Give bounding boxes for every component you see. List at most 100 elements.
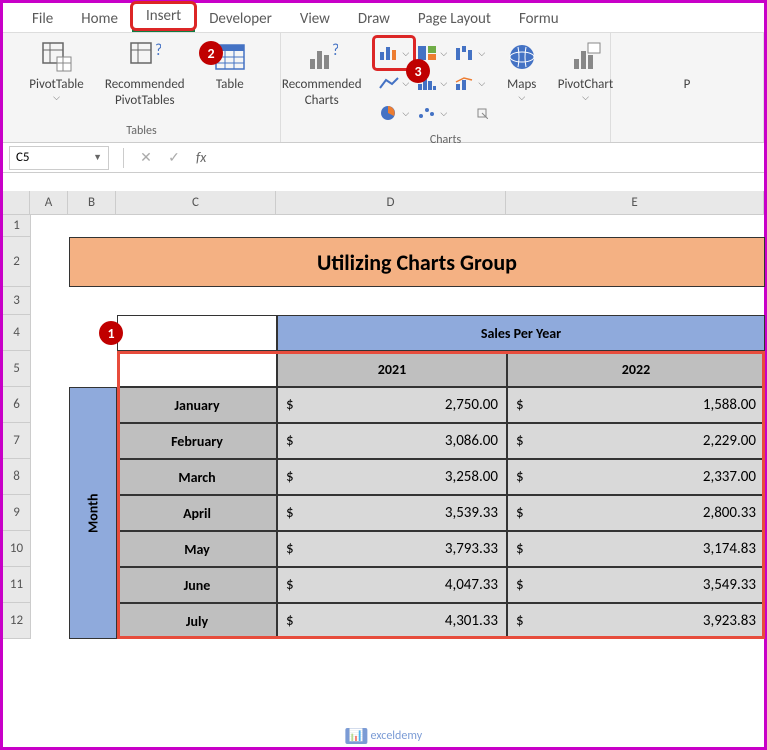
row-header-6[interactable]: 6 bbox=[3, 387, 31, 423]
month-label-april: April bbox=[117, 495, 277, 531]
data-cell-may-2021[interactable]: $3,793.33 bbox=[277, 531, 507, 567]
truncated-button[interactable]: P bbox=[657, 35, 717, 140]
data-cell-january-2022[interactable]: $1,588.00 bbox=[507, 387, 765, 423]
data-cell-june-2022[interactable]: $3,549.33 bbox=[507, 567, 765, 603]
row-header-1[interactable]: 1 bbox=[3, 215, 31, 237]
month-label-may: May bbox=[117, 531, 277, 567]
ribbon: PivotTable ⌵ ? Recommended PivotTables T… bbox=[3, 33, 764, 143]
month-label-january: January bbox=[117, 387, 277, 423]
combo-icon bbox=[454, 74, 476, 92]
select-all-corner[interactable] bbox=[3, 191, 30, 215]
maps-button[interactable]: Maps ⌵ bbox=[492, 35, 552, 131]
data-cell-march-2022[interactable]: $2,337.00 bbox=[507, 459, 765, 495]
col-header-D[interactable]: D bbox=[276, 191, 506, 215]
col-header-C[interactable]: C bbox=[116, 191, 276, 215]
tables-group-label: Tables bbox=[7, 122, 276, 140]
dialog-launcher-icon bbox=[476, 107, 488, 119]
name-box[interactable]: C5 ▼ bbox=[9, 146, 109, 170]
pie-chart-button[interactable]: ⌵ bbox=[376, 99, 412, 127]
tab-insert[interactable]: Insert bbox=[132, 3, 195, 32]
row-header-9[interactable]: 9 bbox=[3, 495, 31, 531]
row-header-3[interactable]: 3 bbox=[3, 287, 31, 315]
recommended-pivot-icon: ? bbox=[129, 41, 161, 73]
combo-chart-button[interactable]: ⌵ bbox=[452, 69, 488, 97]
line-chart-icon bbox=[378, 74, 400, 92]
pie-icon bbox=[378, 104, 400, 122]
row-header-10[interactable]: 10 bbox=[3, 531, 31, 567]
ribbon-group-truncated: P bbox=[611, 33, 764, 142]
enter-formula-button[interactable]: ✓ bbox=[160, 145, 188, 171]
pivot-table-button[interactable]: PivotTable ⌵ bbox=[23, 35, 90, 122]
sales-per-year-header: Sales Per Year bbox=[277, 315, 765, 351]
recommended-pivot-button[interactable]: ? Recommended PivotTables bbox=[90, 35, 200, 122]
empty-header-c4 bbox=[117, 315, 277, 351]
month-label-march: March bbox=[117, 459, 277, 495]
sheet-body: 123456789101112 Utilizing Charts GroupSa… bbox=[3, 215, 764, 639]
charts-group-label: Charts bbox=[285, 131, 606, 149]
data-cell-april-2022[interactable]: $2,800.33 bbox=[507, 495, 765, 531]
chart-types-grid: ⌵ ⌵ ⌵ ⌵ ⌵ ⌵ ⌵ ⌵ bbox=[372, 35, 492, 131]
waterfall-icon bbox=[454, 44, 476, 62]
data-cell-june-2021[interactable]: $4,047.33 bbox=[277, 567, 507, 603]
ribbon-group-tables: PivotTable ⌵ ? Recommended PivotTables T… bbox=[3, 33, 281, 142]
column-chart-button[interactable]: ⌵ bbox=[376, 39, 412, 67]
title-cell: Utilizing Charts Group bbox=[69, 237, 765, 287]
year-header-2021: 2021 bbox=[277, 351, 507, 387]
month-vertical-header: Month bbox=[69, 387, 117, 639]
row-header-2[interactable]: 2 bbox=[3, 237, 31, 287]
name-box-dropdown-icon: ▼ bbox=[93, 152, 102, 163]
row-header-11[interactable]: 11 bbox=[3, 567, 31, 603]
month-label-june: June bbox=[117, 567, 277, 603]
fx-label[interactable]: fx bbox=[188, 149, 214, 166]
tab-home[interactable]: Home bbox=[67, 6, 132, 32]
data-cell-january-2021[interactable]: $2,750.00 bbox=[277, 387, 507, 423]
maps-icon bbox=[506, 41, 538, 73]
data-cell-july-2021[interactable]: $4,301.33 bbox=[277, 603, 507, 639]
cells-area[interactable]: Utilizing Charts Group Sales Per Year2021… bbox=[31, 215, 764, 639]
tab-page-layout[interactable]: Page Layout bbox=[404, 6, 505, 32]
tab-draw[interactable]: Draw bbox=[344, 6, 404, 32]
col-header-E[interactable]: E bbox=[506, 191, 764, 215]
row-headers: 123456789101112 bbox=[3, 215, 31, 639]
scatter-chart-button[interactable]: ⌵ bbox=[414, 99, 450, 127]
year-header-2022: 2022 bbox=[507, 351, 765, 387]
chart-dialog-launcher[interactable] bbox=[452, 99, 488, 127]
data-cell-july-2022[interactable]: $3,923.83 bbox=[507, 603, 765, 639]
tab-developer[interactable]: Developer bbox=[195, 6, 286, 32]
data-cell-march-2021[interactable]: $3,258.00 bbox=[277, 459, 507, 495]
callout-2: 2 bbox=[199, 41, 223, 65]
pivot-chart-icon bbox=[570, 41, 602, 73]
data-cell-may-2022[interactable]: $3,174.83 bbox=[507, 531, 765, 567]
month-label-july: July bbox=[117, 603, 277, 639]
pivot-table-icon bbox=[41, 41, 73, 73]
svg-text:?: ? bbox=[332, 41, 338, 60]
data-cell-april-2021[interactable]: $3,539.33 bbox=[277, 495, 507, 531]
callout-1: 1 bbox=[99, 321, 123, 345]
empty-header-c5 bbox=[117, 351, 277, 387]
month-label-february: February bbox=[117, 423, 277, 459]
ribbon-group-charts: ? Recommended Charts ⌵ ⌵ ⌵ ⌵ ⌵ ⌵ ⌵ ⌵ Map… bbox=[281, 33, 611, 142]
row-header-8[interactable]: 8 bbox=[3, 459, 31, 495]
tab-view[interactable]: View bbox=[286, 6, 344, 32]
svg-text:?: ? bbox=[155, 41, 161, 60]
callout-3: 3 bbox=[406, 59, 430, 83]
data-cell-february-2022[interactable]: $2,229.00 bbox=[507, 423, 765, 459]
row-header-4[interactable]: 4 bbox=[3, 315, 31, 351]
tab-highlight-box bbox=[130, 1, 197, 31]
row-header-7[interactable]: 7 bbox=[3, 423, 31, 459]
col-header-B[interactable]: B bbox=[68, 191, 116, 215]
tab-file[interactable]: File bbox=[18, 6, 67, 32]
watermark: 📊 exceldemy bbox=[345, 728, 422, 743]
waterfall-chart-button[interactable]: ⌵ bbox=[452, 39, 488, 67]
row-header-5[interactable]: 5 bbox=[3, 351, 31, 387]
scatter-icon bbox=[416, 104, 438, 122]
row-header-12[interactable]: 12 bbox=[3, 603, 31, 639]
data-cell-february-2021[interactable]: $3,086.00 bbox=[277, 423, 507, 459]
recommended-charts-icon: ? bbox=[306, 41, 338, 73]
cancel-formula-button[interactable]: ✕ bbox=[132, 145, 160, 171]
col-header-A[interactable]: A bbox=[30, 191, 68, 215]
column-headers: ABCDE bbox=[3, 191, 764, 215]
tab-formulas-truncated[interactable]: Formu bbox=[505, 6, 573, 32]
recommended-charts-button[interactable]: ? Recommended Charts bbox=[272, 35, 372, 131]
pivot-chart-button[interactable]: PivotChart ⌵ bbox=[552, 35, 620, 131]
